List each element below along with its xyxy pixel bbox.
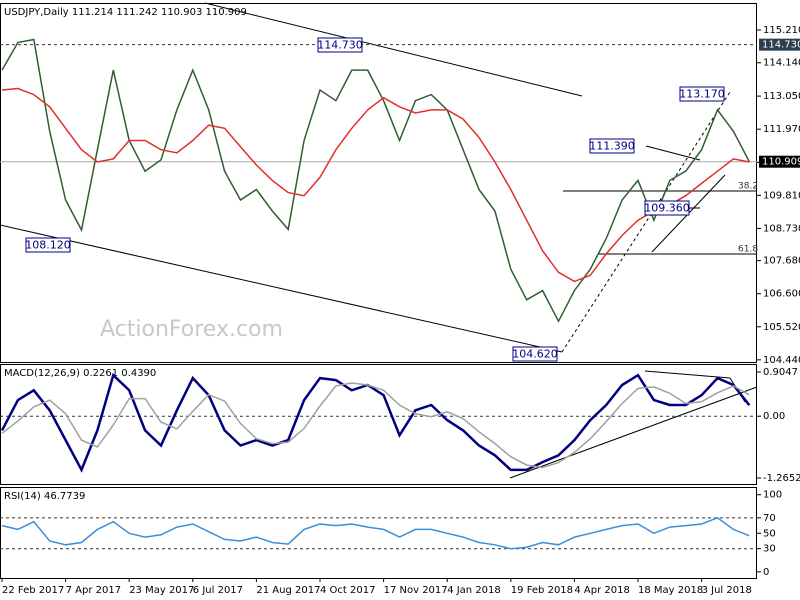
- y-tick-label: 105.520: [763, 322, 800, 333]
- y-tick-label: 109.810: [763, 190, 800, 201]
- trend-line: [0, 224, 563, 353]
- last-price-box: [759, 155, 800, 168]
- x-tick-label: 3 Jul 2018: [702, 585, 752, 596]
- annotation: 114.730: [317, 39, 363, 52]
- annotation: 113.170: [679, 88, 725, 101]
- annotation-box: [512, 346, 558, 362]
- annotation: 104.620: [512, 348, 558, 361]
- watermark: ActionForex.com: [100, 317, 283, 342]
- macd-trend-line: [509, 386, 758, 479]
- annotation: 111.390: [589, 140, 635, 153]
- series-line: [0, 372, 751, 473]
- x-tick-label: 22 Feb 2017: [2, 585, 64, 596]
- y-tick-label: 100: [763, 490, 782, 501]
- x-tick-label: 4 Oct 2017: [320, 585, 375, 596]
- annotation-box: [589, 138, 635, 154]
- macd-trend-line: [644, 370, 731, 379]
- annotation: 109.360: [644, 202, 690, 215]
- annotation-box: [317, 37, 363, 53]
- y-tick-label: 114.140: [763, 58, 800, 69]
- y-tick-label: 111.970: [763, 124, 800, 135]
- y-tick-label: 113.050: [763, 91, 800, 102]
- panel-title: USDJPY,Daily 111.214 111.242 110.903 110…: [4, 7, 247, 18]
- last-price-label: 110.909: [762, 157, 800, 168]
- x-tick-label: 7 Apr 2017: [66, 585, 121, 596]
- series-line: [1, 38, 750, 323]
- x-tick-label: 18 May 2018: [638, 585, 703, 596]
- x-tick-label: 4 Apr 2018: [574, 585, 629, 596]
- y-tick-label: 106.600: [763, 289, 800, 300]
- x-tick-label: 23 May 2017: [129, 585, 194, 596]
- y-tick-label: 0.9047: [763, 367, 798, 378]
- y-tick-label: 115.210: [763, 25, 800, 36]
- annotation-box: [25, 237, 71, 253]
- panel-frame: [0, 487, 757, 579]
- annotation-box: [679, 86, 725, 102]
- panel-title: RSI(14) 46.7739: [4, 491, 85, 502]
- y-tick-label: 0.00: [763, 411, 785, 422]
- y-tick-label: 50: [763, 528, 776, 539]
- y-tick-label: 108.730: [763, 223, 800, 234]
- panel-frame: [0, 3, 757, 363]
- panel-title: MACD(12,26,9) 0.2261 0.4390: [4, 368, 156, 379]
- panel-frame: [0, 364, 757, 485]
- y-tick-label: 70: [763, 513, 776, 524]
- y-tick-label: 107.680: [763, 256, 800, 267]
- series-line: [1, 87, 750, 283]
- trend-line: [204, 2, 583, 97]
- annotations: 114.730 108.120 104.620 111.390 109.360 …: [25, 37, 758, 362]
- x-tick-label: 17 Nov 2017: [384, 585, 448, 596]
- annotation: 108.120: [25, 239, 71, 252]
- y-tick-label: 30: [763, 544, 776, 555]
- trend-line: [645, 145, 701, 161]
- y-tick-label: 0: [763, 567, 769, 578]
- x-tick-label: 4 Jan 2018: [447, 585, 501, 596]
- level-label-box: [759, 38, 800, 51]
- series-line: [1, 516, 750, 550]
- y-tick-label: -1.2652: [763, 473, 800, 484]
- x-tick-label: 21 Aug 2017: [256, 585, 320, 596]
- annotation-box: [644, 200, 690, 216]
- series-line: [1, 382, 750, 469]
- y-tick-label: 104.440: [763, 355, 800, 366]
- x-tick-label: 6 Jul 2017: [193, 585, 243, 596]
- fib-label: 38.2: [738, 182, 758, 192]
- level-label: 114.730: [762, 40, 800, 51]
- x-tick-label: 19 Feb 2018: [511, 585, 573, 596]
- fib-label: 61.8: [738, 245, 758, 255]
